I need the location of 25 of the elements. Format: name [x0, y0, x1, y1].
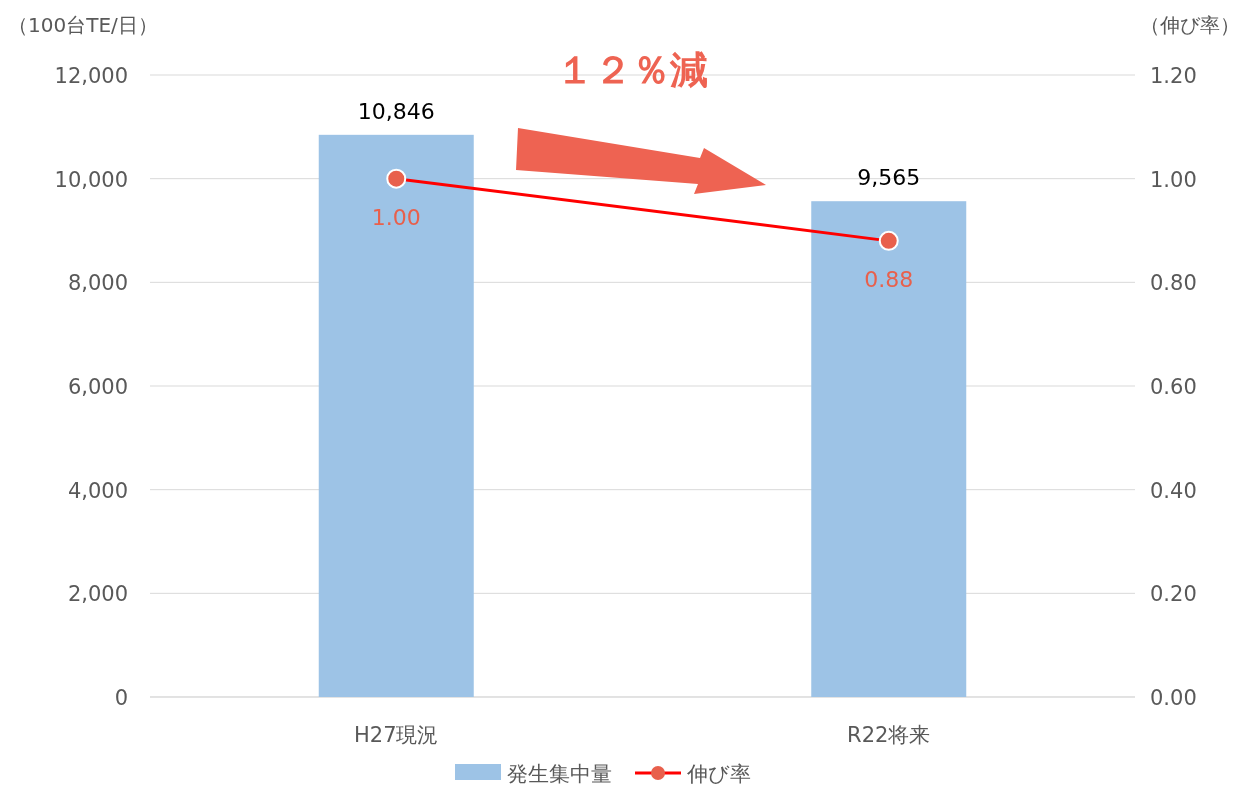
y2-tick-label: 0.60 [1150, 375, 1197, 399]
y-tick-label: 10,000 [54, 167, 128, 192]
y-axis-title: （100台TE/日） [8, 13, 158, 37]
data-label: 9,565 [857, 165, 921, 191]
y2-tick-label: 0.80 [1150, 271, 1197, 296]
y-tick-label: 6,000 [67, 375, 128, 399]
data-label: 0.88 [864, 266, 914, 292]
data-label: 1.00 [371, 204, 421, 230]
y-tick-label: 8,000 [67, 271, 128, 296]
legend-label: 発生集中量 [507, 762, 612, 786]
y2-axis-title: （伸び率） [1140, 13, 1240, 37]
y-tick-label: 12,000 [54, 64, 128, 88]
y-tick-label: 4,000 [67, 478, 128, 503]
y2-tick-label: 1.00 [1150, 167, 1197, 192]
y2-tick-label: 0.40 [1150, 478, 1197, 503]
y-tick-label: 0 [114, 686, 128, 710]
y2-tick-label: 0.20 [1150, 582, 1197, 607]
annotation: １２％減 [556, 48, 708, 92]
y-tick-label: 2,000 [67, 582, 128, 607]
x-tick-label: H27現況 [353, 723, 439, 747]
data-label: 10,846 [357, 98, 435, 124]
y2-tick-label: 1.20 [1150, 64, 1197, 88]
y2-tick-label: 0.00 [1150, 686, 1197, 710]
x-tick-label: R22将来 [847, 723, 931, 747]
legend-label: 伸び率 [686, 762, 751, 786]
